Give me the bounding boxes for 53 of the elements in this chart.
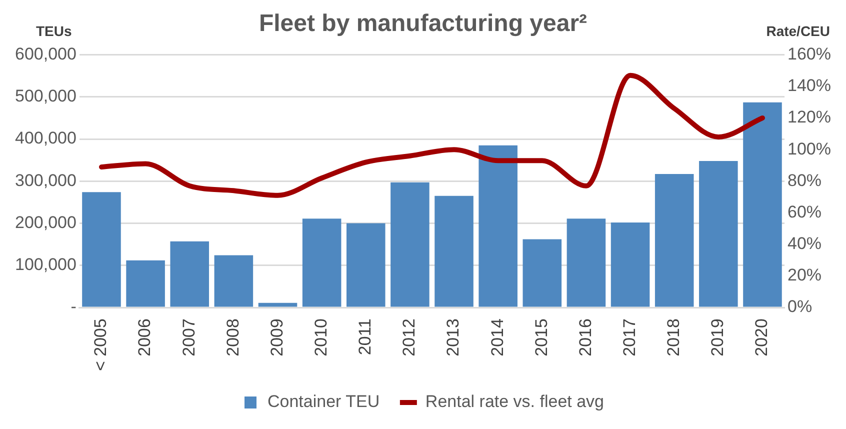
x-tick-label: 2018	[664, 318, 684, 356]
x-tick-label: 2006	[135, 318, 154, 356]
y2-tick-label: 100%	[788, 139, 832, 158]
bar	[214, 255, 254, 307]
y-tick-label: 300,000	[15, 170, 76, 190]
y-tick-label: 600,000	[15, 44, 76, 64]
bar	[478, 145, 518, 307]
x-tick-label: 2012	[400, 318, 419, 356]
y-tick-label: -	[70, 297, 76, 316]
bar	[82, 192, 121, 307]
bar	[654, 174, 694, 307]
x-tick-label: 2013	[444, 318, 463, 356]
x-tick-label: 2007	[179, 318, 198, 356]
bar	[434, 196, 474, 307]
y2-tick-label: 120%	[788, 108, 832, 127]
y2-tick-label: 60%	[788, 202, 822, 222]
bar	[302, 218, 342, 307]
x-tick-label: 2011	[356, 318, 375, 356]
legend-label: Container TEU	[267, 392, 380, 412]
y2-tick-label: 0%	[788, 297, 812, 316]
y2-tick-label: 80%	[788, 170, 822, 190]
legend-label: Rental rate vs. fleet avg	[425, 392, 604, 412]
y-tick-label: 200,000	[15, 212, 76, 232]
y-tick-label: 400,000	[15, 128, 76, 148]
x-tick-label: 2010	[312, 318, 331, 356]
x-tick-label: 2016	[576, 318, 595, 356]
x-tick-label: 2008	[223, 318, 242, 356]
x-tick-label: 2019	[708, 318, 728, 356]
y-tick-label: 500,000	[15, 86, 76, 106]
x-tick-label: < 2005	[91, 318, 110, 372]
bar	[699, 160, 738, 307]
bar	[126, 260, 165, 307]
x-tick-label: 2014	[488, 318, 507, 356]
y2-axis-title: Rate/CEU	[766, 22, 830, 39]
bar	[522, 239, 562, 307]
x-tick-label: 2020	[752, 318, 772, 356]
x-tick-label: 2017	[620, 318, 639, 356]
y2-tick-label: 40%	[788, 234, 822, 254]
y-tick-label: 100,000	[15, 255, 76, 274]
bar	[346, 223, 386, 307]
bar	[258, 302, 298, 307]
bar	[390, 182, 430, 307]
bar	[170, 241, 210, 307]
bar	[610, 222, 650, 307]
y2-tick-label: 140%	[788, 76, 832, 96]
chart-title: Fleet by manufacturing year²	[258, 10, 588, 38]
y2-tick-label: 160%	[788, 44, 832, 64]
y-axis-title: TEUs	[36, 22, 72, 39]
bar	[743, 102, 782, 307]
bar	[566, 218, 606, 307]
x-tick-label: 2015	[532, 318, 551, 356]
x-tick-label: 2009	[267, 318, 286, 356]
y2-tick-label: 20%	[788, 266, 822, 285]
